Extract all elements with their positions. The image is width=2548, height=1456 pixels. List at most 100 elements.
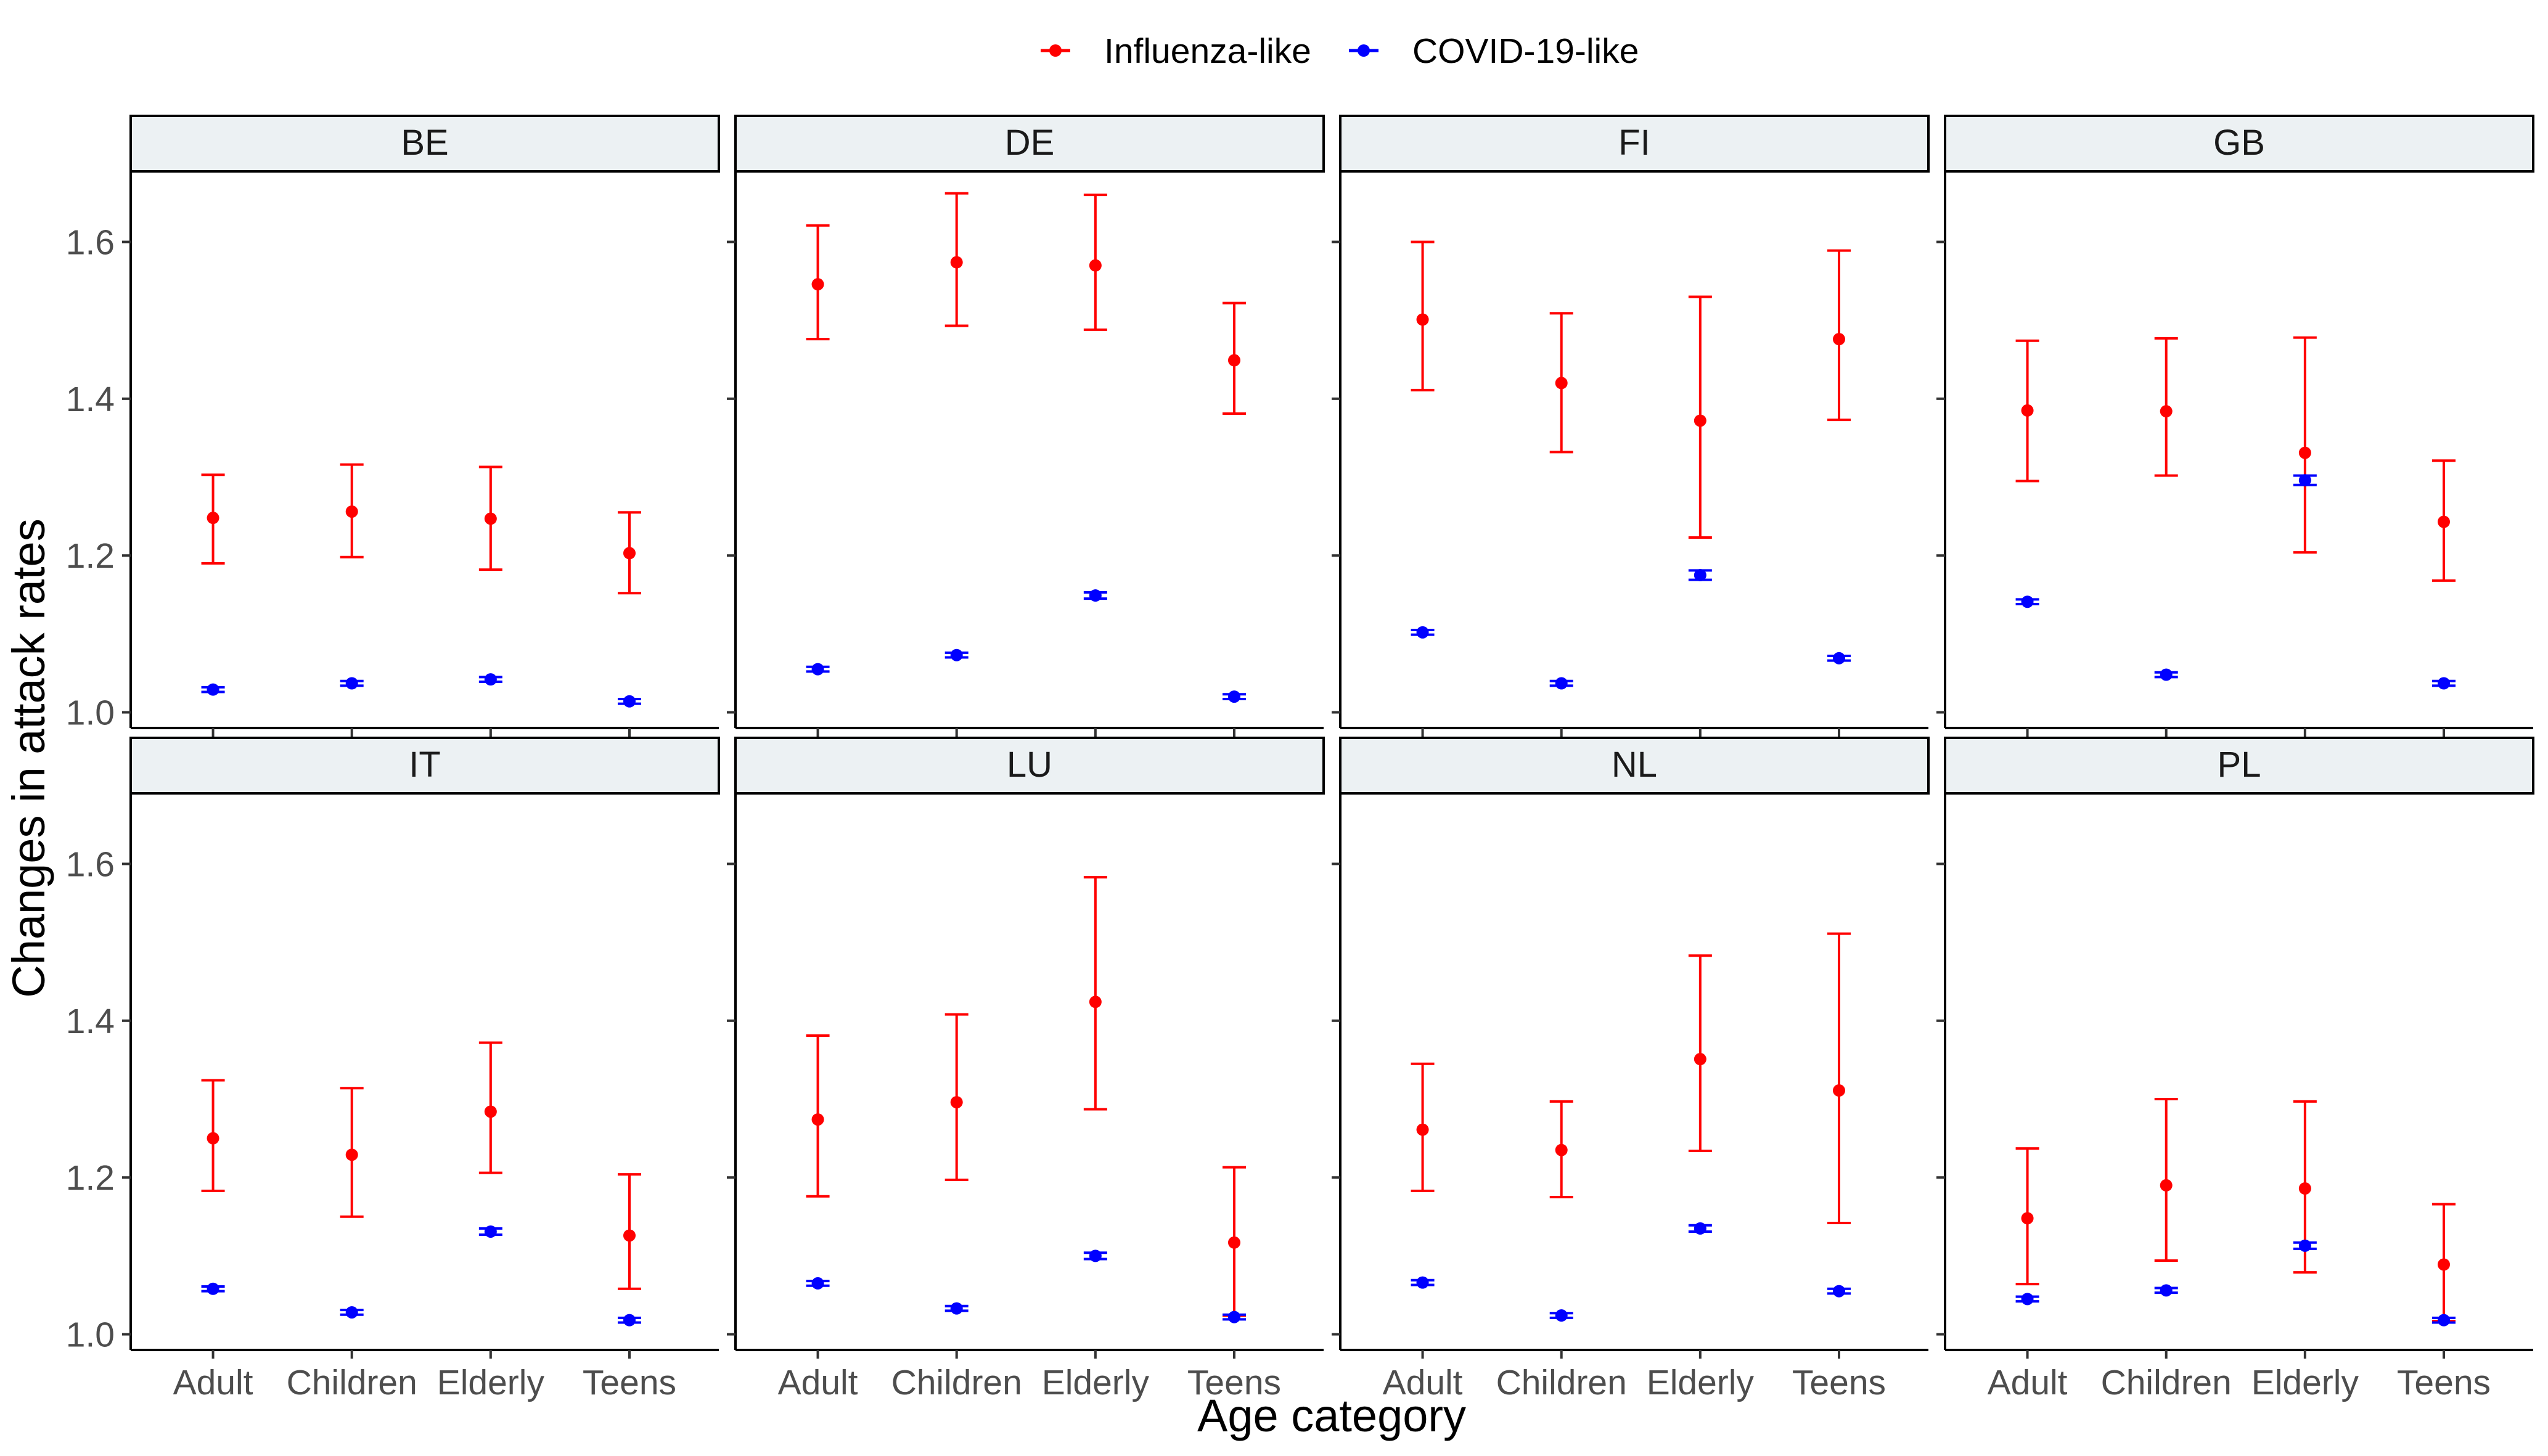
y-tick-label: 1.2 xyxy=(66,1158,115,1198)
facet-strip xyxy=(129,737,720,795)
data-point xyxy=(1555,1309,1568,1322)
facet-strip-label: FI xyxy=(1618,123,1650,163)
facet-strip-label: IT xyxy=(409,745,441,785)
data-point xyxy=(1555,677,1568,690)
error-bar xyxy=(2293,336,2317,554)
data-point xyxy=(1227,1236,1240,1249)
facet-panel-gb: GBAdultChildrenElderlyTeens xyxy=(1936,115,2534,780)
y-axis-title: Changes in attack rates xyxy=(3,518,54,997)
data-point xyxy=(345,1306,358,1319)
series-influenza-like xyxy=(1411,240,1851,539)
y-tick-label: 1.0 xyxy=(66,1315,115,1355)
facet-strip xyxy=(1944,737,2534,795)
data-point xyxy=(1089,1249,1102,1262)
series-covid-19-like xyxy=(806,589,1246,703)
series-influenza-like xyxy=(1411,932,1851,1224)
data-point xyxy=(2160,405,2173,418)
data-point xyxy=(950,1302,963,1315)
legend-item-1: COVID-19-like xyxy=(1349,31,1639,71)
data-point xyxy=(1694,1222,1706,1235)
data-point xyxy=(1832,652,1845,665)
facet-strip xyxy=(1339,737,1930,795)
series-covid-19-like xyxy=(2015,474,2456,690)
series-covid-19-like xyxy=(201,1225,641,1327)
x-axis-title: Age category xyxy=(1197,1390,1466,1441)
legend-label: Influenza-like xyxy=(1104,31,1311,71)
series-influenza-like xyxy=(806,876,1246,1317)
data-point xyxy=(1694,1053,1706,1066)
facet-strip-label: BE xyxy=(401,123,448,163)
data-point xyxy=(345,505,358,518)
data-point xyxy=(1694,414,1706,427)
x-tick-label: Elderly xyxy=(437,1363,545,1402)
data-point xyxy=(2021,1293,2034,1306)
x-tick-label: Elderly xyxy=(2251,1363,2359,1402)
facet-strip-label: GB xyxy=(2213,123,2265,163)
series-influenza-like xyxy=(201,463,641,595)
x-tick-label: Adult xyxy=(1988,1363,2068,1402)
x-tick-label: Teens xyxy=(583,1363,676,1402)
data-point xyxy=(2160,668,2173,681)
data-point xyxy=(811,1113,824,1126)
facet-panel-pl: PL Adult Children Elderly Teens xyxy=(1936,737,2534,1402)
legend-key-point xyxy=(1049,44,1062,57)
data-point xyxy=(1227,354,1240,367)
data-point xyxy=(1227,1311,1240,1323)
facet-strip xyxy=(129,115,720,173)
data-point xyxy=(207,512,219,525)
facet-strip xyxy=(1339,115,1930,173)
x-tick-label: Adult xyxy=(778,1363,858,1402)
data-point xyxy=(484,1105,497,1118)
data-point xyxy=(345,1148,358,1161)
series-covid-19-like xyxy=(2015,1239,2456,1327)
data-point xyxy=(345,677,358,690)
data-point xyxy=(1832,1084,1845,1097)
data-point xyxy=(1089,589,1102,602)
data-point xyxy=(2298,1182,2311,1195)
data-point xyxy=(1416,313,1429,326)
data-point xyxy=(1555,1143,1568,1156)
data-point xyxy=(623,695,636,708)
x-tick-label: Children xyxy=(891,1363,1022,1402)
data-point xyxy=(484,673,497,686)
data-point xyxy=(207,1132,219,1145)
x-tick-label: Teens xyxy=(1792,1363,1886,1402)
facet-panel-fi: FIAdultChildrenElderlyTeens xyxy=(1332,115,1930,780)
legend-item-0: Influenza-like xyxy=(1041,31,1311,71)
series-influenza-like xyxy=(2015,1098,2456,1322)
facet-panel-lu: LU Adult Children Elderly Teens xyxy=(727,737,1325,1402)
data-point xyxy=(484,512,497,525)
x-tick-label: Teens xyxy=(1187,1363,1281,1402)
data-point xyxy=(950,1096,963,1109)
data-point xyxy=(2160,1284,2173,1297)
data-point xyxy=(2437,677,2450,690)
facet-panel-it: IT 1.0 1.2 1.4 1.6 Adult Children Elderly Teens xyxy=(66,737,720,1402)
facet-strip-label: NL xyxy=(1612,745,1657,785)
error-bar xyxy=(1083,876,1107,1111)
facet-panel-nl: NL Adult Children Elderly Teens xyxy=(1332,737,1930,1402)
x-tick-label: Elderly xyxy=(1042,1363,1150,1402)
data-point xyxy=(1089,259,1102,272)
data-point xyxy=(2021,1212,2034,1225)
data-point xyxy=(1416,626,1429,639)
data-point xyxy=(1555,377,1568,390)
data-point xyxy=(484,1225,497,1238)
data-point xyxy=(623,1229,636,1242)
data-point xyxy=(1416,1123,1429,1136)
facet-strip xyxy=(1944,115,2534,173)
data-point xyxy=(2298,474,2311,487)
data-point xyxy=(207,1282,219,1295)
series-influenza-like xyxy=(201,1041,641,1290)
x-tick-label: Children xyxy=(1496,1363,1627,1402)
data-point xyxy=(2437,1258,2450,1271)
x-tick-label: Adult xyxy=(173,1363,253,1402)
data-point xyxy=(1416,1276,1429,1289)
data-point xyxy=(1089,996,1102,1008)
x-tick-label: Adult xyxy=(1383,1363,1463,1402)
data-point xyxy=(1832,333,1845,346)
data-point xyxy=(811,1277,824,1290)
data-point xyxy=(207,683,219,696)
series-covid-19-like xyxy=(201,673,641,708)
